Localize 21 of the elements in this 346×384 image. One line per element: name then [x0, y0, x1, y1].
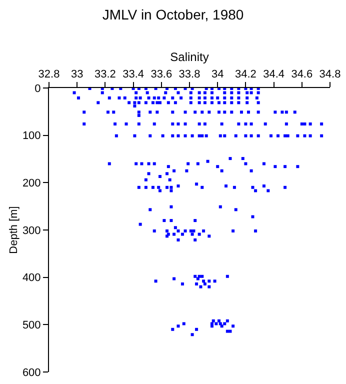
- y-tick-label: 300: [22, 224, 41, 237]
- x-tick-label: 33.8: [178, 68, 200, 81]
- y-tick-label: 500: [22, 320, 41, 332]
- y-tick-label: 600: [22, 366, 41, 379]
- y-tick-label: 400: [22, 272, 41, 284]
- x-tick-label: 34.2: [234, 68, 256, 81]
- x-tick-label: 34: [211, 68, 224, 81]
- x-tick-label: 33.2: [94, 68, 116, 81]
- x-axis-title: Salinity: [170, 50, 209, 64]
- y-tick-label: 200: [22, 178, 41, 190]
- y-tick-label: 0: [34, 82, 41, 95]
- x-tick-label: 33.4: [122, 68, 144, 81]
- x-tick-label: 34.6: [291, 68, 313, 81]
- x-tick-label: 34.8: [319, 68, 341, 81]
- x-tick-label: 32.8: [38, 68, 60, 81]
- x-tick-label: 33.6: [150, 68, 172, 81]
- y-tick-label: 100: [22, 130, 41, 142]
- x-tick-label: 34.4: [263, 68, 285, 81]
- x-tick-label: 33: [70, 68, 84, 81]
- y-axis-title: Depth [m]: [8, 206, 20, 254]
- chart-title: JMLV in October, 1980: [102, 6, 244, 22]
